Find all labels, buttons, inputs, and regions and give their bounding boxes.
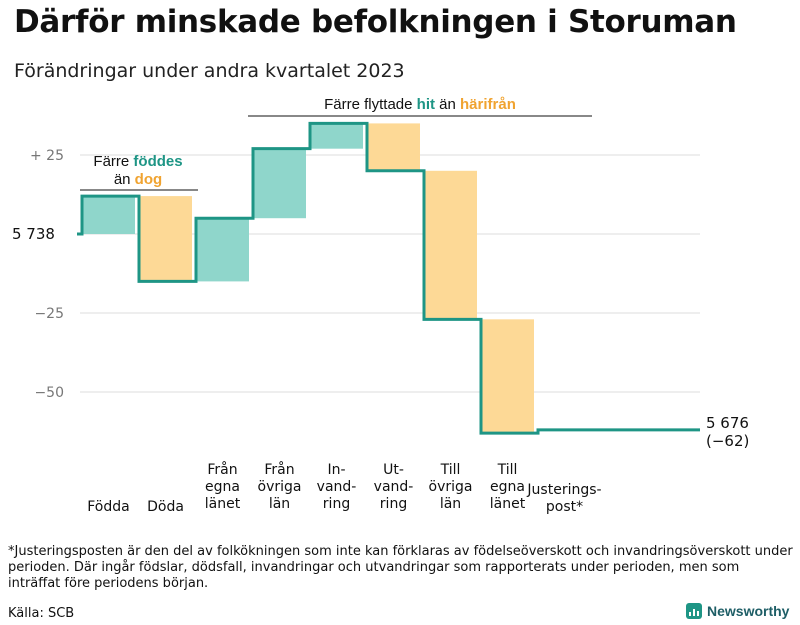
end-change-label: (−62) [706,432,749,450]
bar-1 [139,196,192,282]
x-category-label: län [269,496,290,512]
footnote: *Justeringsposten är den del av folkökni… [8,544,793,591]
brand-name: Newsworthy [707,603,790,619]
x-category-label: ring [380,496,407,512]
brand-logo[interactable]: Newsworthy [686,603,789,619]
end-value-label: 5 676 [706,414,749,432]
x-category-label: Döda [147,499,184,515]
x-category-label: Från [207,461,237,478]
bar-6 [424,170,477,320]
x-category-label: post* [546,499,583,515]
x-category-label: Till [440,462,461,478]
y-tick-label: −50 [34,385,64,401]
chart-title: Därför minskade befolkningen i Storuman [14,4,737,40]
newsworthy-icon [686,603,702,619]
annotation-births-line1: Färre föddes [93,153,182,170]
start-value-label: 5 738 [12,225,55,243]
source-label: Källa: SCB [8,606,75,621]
x-category-label: övriga [429,479,473,495]
bar-0 [82,196,135,234]
y-tick-label: −25 [34,306,64,322]
x-category-label: Till [497,462,518,478]
bar-4 [310,123,363,149]
x-category-label: länet [490,496,526,512]
x-category-label: egna [490,479,525,495]
x-category-label: ring [323,496,350,512]
x-category-label: länet [205,496,241,512]
annotation-migration: Färre flyttade hit än härifrån [324,96,516,113]
x-category-label: In- [327,462,345,478]
bar-7 [481,319,534,434]
x-category-label: egna [205,479,240,495]
bar-2 [196,218,249,282]
annotation-births-line2: än dog [114,171,162,188]
x-category-label: vand- [374,479,414,495]
cumulative-step-line [77,121,700,435]
bar-5 [367,123,420,171]
x-category-label: övriga [258,479,302,495]
x-category-label: Från [264,461,294,478]
x-category-label: Födda [87,499,129,515]
x-category-label: Ut- [383,462,404,478]
x-category-label: län [440,496,461,512]
chart-subtitle: Förändringar under andra kvartalet 2023 [14,60,405,82]
bar-3 [253,148,306,219]
x-category-label: Justerings- [526,482,601,498]
y-tick-label: + 25 [30,148,64,164]
x-category-label: vand- [317,479,357,495]
